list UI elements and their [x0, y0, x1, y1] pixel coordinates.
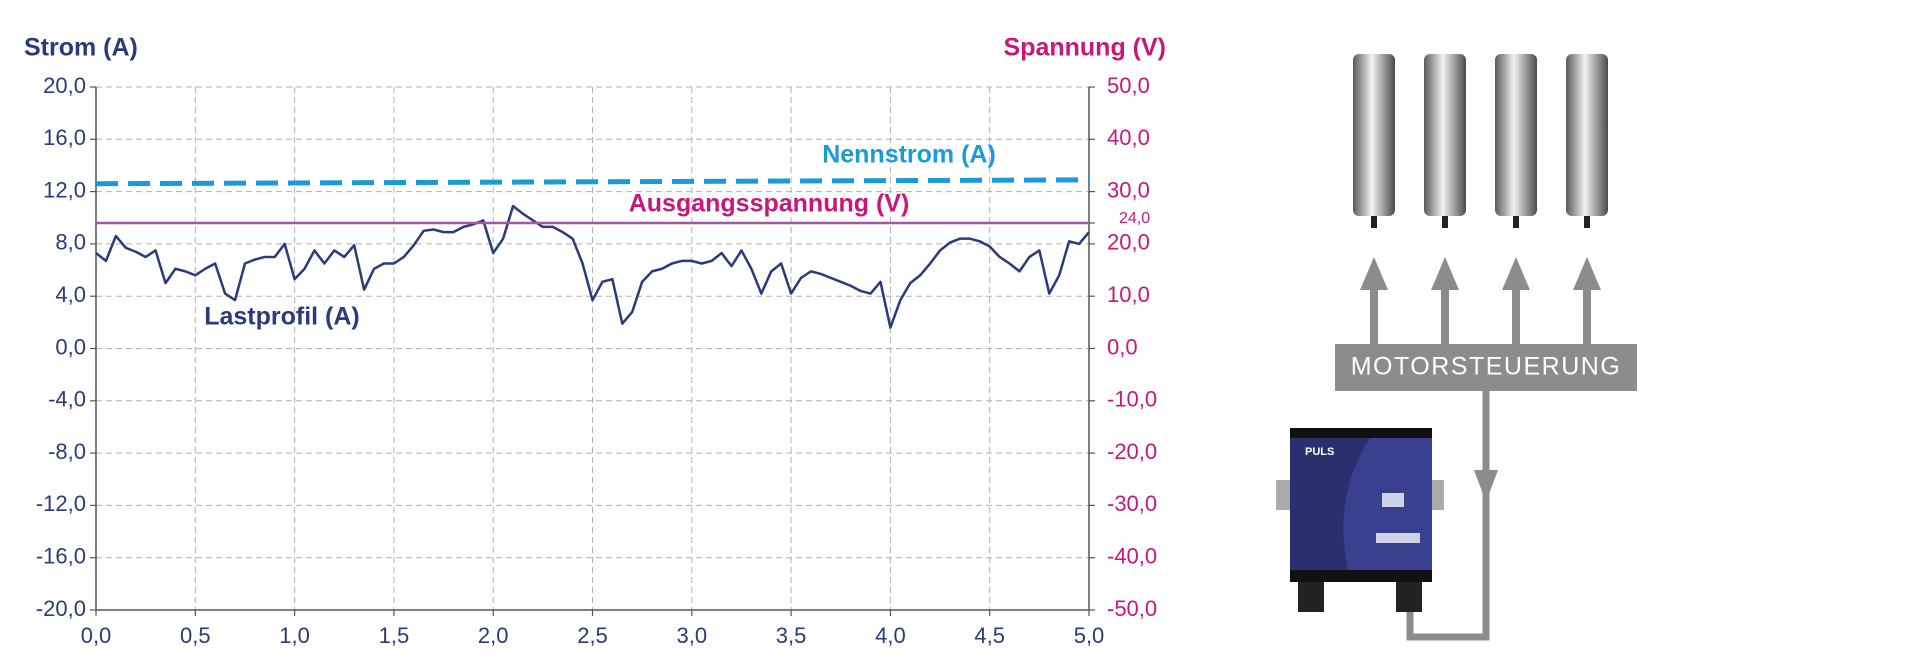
- x-tick-label: 4,0: [875, 623, 906, 648]
- y-tick-label: -12,0: [36, 491, 86, 516]
- y-tick-label: 12,0: [43, 177, 86, 202]
- y-tick-label: -20,0: [36, 596, 86, 621]
- y-tick-label: 16,0: [43, 125, 86, 150]
- y2-tick-label: -50,0: [1107, 596, 1157, 621]
- x-tick-label: 2,0: [478, 623, 509, 648]
- y2-axis-title: Spannung (V): [1004, 34, 1166, 62]
- x-tick-label: 4,5: [974, 623, 1005, 648]
- y2-tick-label: -10,0: [1107, 387, 1157, 412]
- y-tick-label: 0,0: [55, 334, 86, 359]
- motor: [1353, 54, 1395, 228]
- x-tick-label: 1,5: [379, 623, 410, 648]
- y2-tick-label: 0,0: [1107, 334, 1138, 359]
- y2-tick-label: 20,0: [1107, 230, 1150, 255]
- controller-box: [1335, 344, 1637, 391]
- y-tick-label: 20,0: [43, 73, 86, 98]
- y-tick-label: -8,0: [48, 439, 86, 464]
- series-label: Lastprofil (A): [204, 303, 360, 331]
- y2-tick-label: 30,0: [1107, 177, 1150, 202]
- series-label: Nennstrom (A): [822, 141, 996, 169]
- motor: [1566, 54, 1608, 228]
- x-tick-label: 1,0: [279, 623, 310, 648]
- y-tick-label: -16,0: [36, 544, 86, 569]
- y2-tick-label: 50,0: [1107, 73, 1150, 98]
- x-tick-label: 5,0: [1074, 623, 1105, 648]
- motor: [1424, 54, 1466, 228]
- y-axis-title: Strom (A): [24, 34, 138, 62]
- diagram: MOTORSTEUERUNG PULS: [1276, 54, 1637, 641]
- power-supply: PULS: [1276, 428, 1444, 612]
- device-brand: PULS: [1305, 446, 1334, 458]
- motors: [1353, 54, 1608, 228]
- controller-label: MOTORSTEUERUNG: [1351, 353, 1622, 381]
- arrows: [1360, 257, 1601, 345]
- y2-tick-label: 10,0: [1107, 282, 1150, 307]
- x-tick-label: 3,0: [677, 623, 708, 648]
- y-tick-label: 8,0: [55, 230, 86, 255]
- y2-tick-label: 24,0: [1119, 210, 1150, 227]
- series-line: [95, 177, 1090, 187]
- x-tick-label: 0,0: [81, 623, 112, 648]
- series-line: [95, 204, 1090, 329]
- motor: [1495, 54, 1537, 228]
- y-tick-label: -4,0: [48, 387, 86, 412]
- series-label: Ausgangsspannung (V): [629, 190, 910, 218]
- y2-tick-label: -40,0: [1107, 544, 1157, 569]
- x-tick-label: 0,5: [180, 623, 211, 648]
- y2-tick-label: -20,0: [1107, 439, 1157, 464]
- y2-tick-label: -30,0: [1107, 491, 1157, 516]
- x-tick-label: 2,5: [577, 623, 608, 648]
- x-tick-label: 3,5: [776, 623, 807, 648]
- y-tick-label: 4,0: [55, 282, 86, 307]
- y2-tick-label: 40,0: [1107, 125, 1150, 150]
- chart: Strom (A) Spannung (V) 20,0 16,0 12,0 8,0 4,…: [24, 34, 1166, 648]
